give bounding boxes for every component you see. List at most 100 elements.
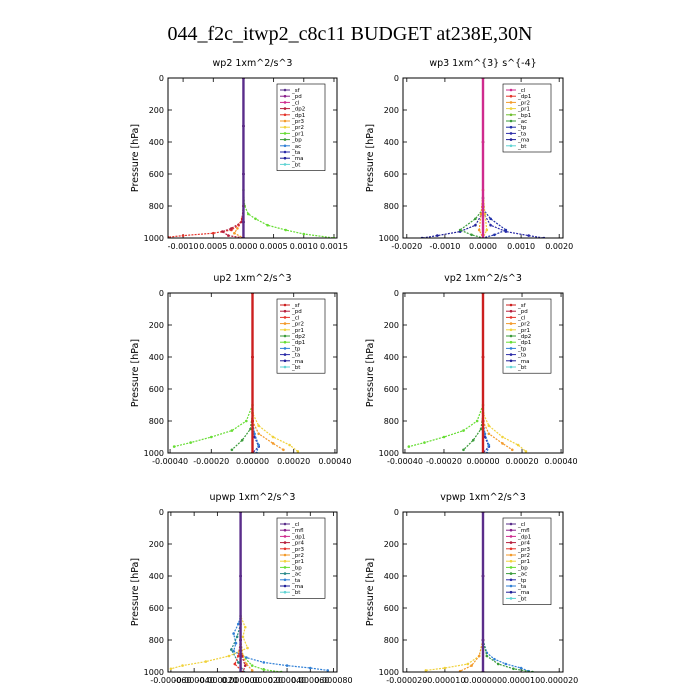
chart4-legend-marker (509, 340, 513, 344)
chart6-legend-label: _ta (517, 584, 526, 590)
chart2-series-point (489, 217, 492, 221)
chart4-series-point (462, 448, 465, 452)
chart5-series-point (230, 648, 233, 651)
chart6-legend-label: _cl (517, 522, 526, 528)
chart5-ytick-label: 600 (149, 604, 164, 613)
chart2-ytick-label: 600 (384, 170, 399, 179)
chart5-legend-label: _ac (291, 572, 301, 578)
chart5-series-point (235, 635, 239, 639)
chart3-legend-marker (283, 359, 287, 363)
chart4-legend-label: _pr2 (517, 322, 530, 328)
chart6-ytick-label: 600 (384, 604, 399, 613)
figure-title: 044_f2c_itwp2_c8c11 BUDGET at238E,30N (168, 23, 533, 45)
chart1-series-point (230, 227, 233, 230)
chart1-series-point (284, 228, 287, 232)
chart2-series-point (474, 223, 477, 227)
chart6-legend-label: _pr3 (517, 547, 531, 553)
chart5-legend-label: _pr2 (291, 553, 304, 559)
chart4-ytick-label: 0 (394, 289, 399, 298)
chart5-ytick-label: 400 (149, 572, 164, 581)
panels: wp2 1xm^2/s^3 Pressure [hPa] 0 200 400 600 800… (130, 58, 578, 685)
chart4-series-point (475, 419, 479, 423)
chart3-legend-label: _sf (291, 303, 301, 309)
chart4-legend-label: _bt (517, 365, 527, 371)
chart5-legend: _cl_mfl_dp1_pr4_pr3_pr2_pr1_bp_ac_ta_ma_… (276, 517, 326, 599)
chart2-series-point (489, 223, 492, 227)
chart3-series-point (296, 450, 300, 453)
chart3-frame (167, 292, 338, 454)
chart3-series-point (172, 445, 176, 448)
chart5-ytick-label: 1000 (144, 668, 164, 677)
chart5-series-point (227, 654, 231, 658)
chart1-series-point (221, 230, 224, 233)
chart5-xtick-label: 0.000080 (314, 676, 352, 685)
chart3-ytick-label: 600 (149, 385, 164, 394)
chart1-ytick-label: 1000 (144, 234, 164, 243)
chart3-xtick-label: -0.00040 (152, 457, 188, 466)
chart5-series-point (308, 666, 312, 670)
chart4-series-point (407, 445, 411, 448)
chart3-series-line (231, 293, 254, 451)
chart4-series-line (408, 293, 484, 448)
chart4-series-point (423, 441, 426, 444)
chart6-series-point (470, 664, 473, 667)
chart1-panel: wp2 1xm^2/s^3 Pressure [hPa] 0 200 400 600 800… (130, 58, 348, 251)
chart5-legend-marker (283, 553, 287, 557)
chart2-legend-label: _pr1 (517, 107, 530, 113)
chart1-legend-marker (283, 144, 287, 148)
chart2-frame (402, 77, 564, 239)
chart3-series-point (271, 442, 275, 445)
chart2-ytick-label: 400 (384, 138, 399, 147)
chart4-xtick-label: -0.00040 (387, 457, 423, 466)
chart2-series-group (420, 78, 546, 238)
chart1-legend-marker (283, 119, 287, 123)
chart5-xtick-label: 0.000020 (245, 676, 283, 685)
chart5-panel: upwp 1xm^2/s^3 Pressure [hPa] 0 200 400 600 80… (130, 492, 353, 685)
chart4-series-group (407, 293, 528, 453)
chart5-xtick-label: -0.000060 (150, 676, 191, 685)
chart6-legend-label: _ac (517, 572, 527, 578)
chart2-title: wp3 1xm^{3} s^{-4} (429, 58, 536, 69)
chart3-legend-marker (283, 328, 287, 332)
chart5-series-point (262, 661, 266, 664)
chart4-legend-label: _tp (517, 346, 527, 352)
chart4-legend-label: _cl (517, 315, 526, 321)
chart6-ytick-label: 400 (384, 572, 399, 581)
chart6-legend-label: _pr4 (517, 541, 531, 547)
chart4-legend-label: _dp1 (517, 340, 531, 346)
chart2-xtick-label: 0.0010 (507, 242, 535, 251)
chart6-series-point (424, 669, 428, 672)
chart6-legend-marker (509, 553, 513, 557)
chart5-legend-marker (283, 590, 287, 594)
chart1-legend-label: _bp (291, 138, 302, 144)
chart3-series-point (271, 435, 275, 439)
chart1-legend-label: _pr2 (291, 125, 304, 131)
chart6-legend-marker (509, 572, 513, 575)
chart1-title: wp2 1xm^2/s^3 (213, 58, 293, 69)
chart4-legend-marker (509, 309, 513, 313)
chart4-panel: vp2 1xm^2/s^3 Pressure [hPa] 0 200 400 600 800… (365, 273, 578, 466)
chart2-legend-marker (509, 107, 513, 110)
chart4-legend-label: _sf (517, 303, 527, 309)
chart2-legend-marker (509, 113, 513, 117)
chart6-legend-marker (509, 566, 513, 569)
chart3-panel: up2 1xm^2/s^3 Pressure [hPa] 0 200 400 600 800… (130, 273, 351, 466)
chart6-series-point (504, 662, 508, 666)
chart6-xtick-label: -0.000010 (424, 676, 465, 685)
chart1-xtick-label: 0.0000 (229, 242, 257, 251)
chart3-series-group (172, 293, 300, 453)
chart4-xtick-label: 0.00020 (505, 457, 538, 466)
chart4-series-point (487, 432, 491, 436)
chart6-legend-marker (509, 547, 513, 551)
chart1-series-line (168, 78, 244, 238)
chart5-series-point (241, 635, 245, 639)
chart2-legend-label: _cl (517, 88, 526, 94)
chart3-legend-label: _bt (291, 365, 301, 371)
chart1-legend-marker (283, 156, 287, 160)
chart1-series-point (227, 234, 230, 237)
chart5-legend-marker (283, 541, 287, 544)
chart5-series-point (204, 660, 208, 663)
chart4-series-point (442, 435, 446, 439)
chart3-legend: _sf_pd_cl_pr2_pr1_dp2_dp1_tp_ta_ma_bt (276, 298, 326, 374)
